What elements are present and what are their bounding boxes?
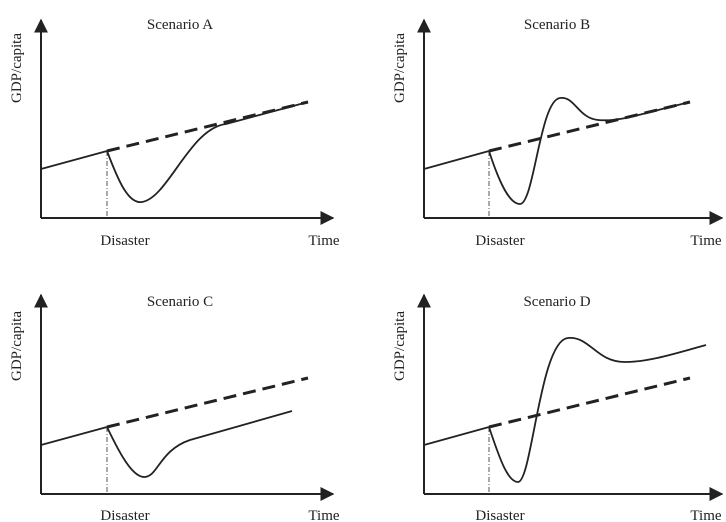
y-axis-label: GDP/capita xyxy=(392,311,408,381)
counterfactual-trend-dashed xyxy=(488,376,691,429)
panel-title: Scenario D xyxy=(523,294,590,310)
x-axis-label: Time xyxy=(308,508,339,522)
panel-scenario-a: Scenario A GDP/capita Disaster Time xyxy=(9,17,340,249)
pre-disaster-trend xyxy=(423,150,490,170)
actual-gdp-path xyxy=(106,101,309,203)
actual-gdp-path xyxy=(488,97,691,205)
y-axis-label: GDP/capita xyxy=(9,311,25,381)
actual-gdp-path xyxy=(106,410,293,478)
actual-gdp-path xyxy=(488,337,707,483)
panel-scenario-b: Scenario B GDP/capita Disaster Time xyxy=(392,17,724,249)
y-axis-label: GDP/capita xyxy=(9,33,25,103)
pre-disaster-trend xyxy=(40,426,108,446)
disaster-label: Disaster xyxy=(475,508,524,522)
x-axis-label: Time xyxy=(690,508,721,522)
panel-title: Scenario C xyxy=(147,294,213,310)
panel-title: Scenario B xyxy=(524,17,590,33)
x-axis-label: Time xyxy=(308,233,339,249)
panel-title: Scenario A xyxy=(147,17,213,33)
panel-scenario-c: Scenario C GDP/capita Disaster Time xyxy=(9,293,340,522)
disaster-label: Disaster xyxy=(100,233,149,249)
pre-disaster-trend xyxy=(423,426,490,446)
x-axis-label: Time xyxy=(690,233,721,249)
pre-disaster-trend xyxy=(40,150,108,170)
counterfactual-trend-dashed xyxy=(106,376,309,429)
y-axis-label: GDP/capita xyxy=(392,33,408,103)
disaster-label: Disaster xyxy=(475,233,524,249)
panel-scenario-d: Scenario D GDP/capita Disaster Time xyxy=(392,293,724,522)
disaster-label: Disaster xyxy=(100,508,149,522)
